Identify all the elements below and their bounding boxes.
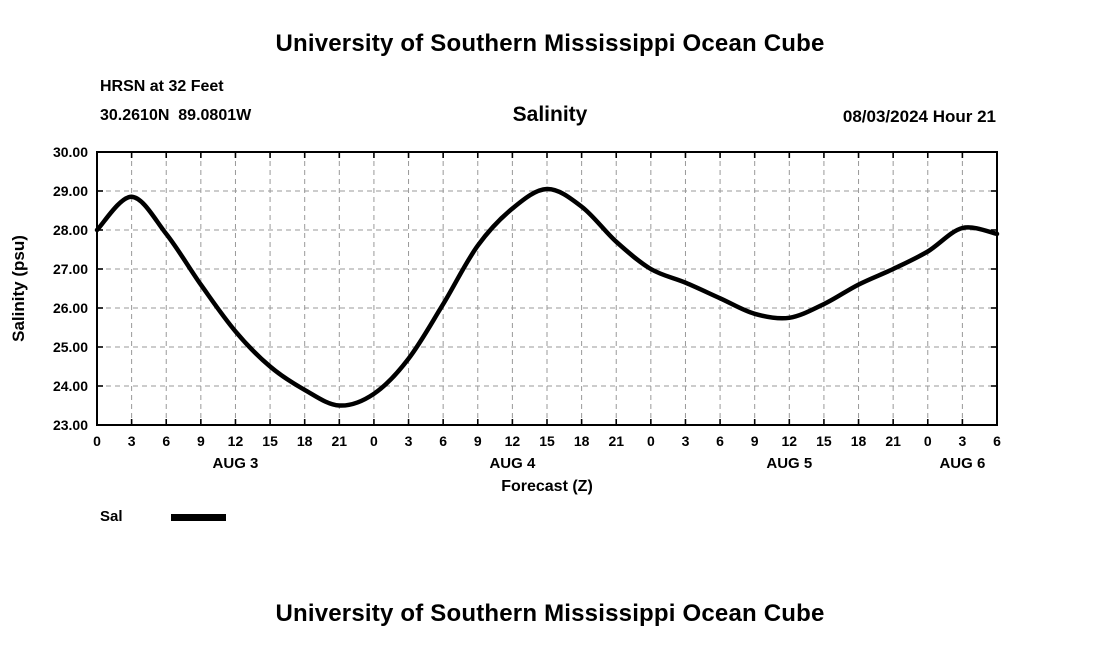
x-tick-label: 6 <box>162 433 170 449</box>
x-tick-label: 6 <box>439 433 447 449</box>
y-tick-label: 27.00 <box>53 261 88 277</box>
y-tick-label: 25.00 <box>53 339 88 355</box>
day-label: AUG 3 <box>213 455 259 472</box>
y-tick-label: 30.00 <box>53 144 88 160</box>
chart-title: Salinity <box>512 103 588 126</box>
day-label: AUG 5 <box>766 455 812 472</box>
legend: Sal <box>100 508 226 528</box>
x-tick-label: 9 <box>197 433 205 449</box>
y-tick-label: 23.00 <box>53 417 88 433</box>
x-axis-title: Forecast (Z) <box>501 478 593 495</box>
x-tick-label: 9 <box>751 433 759 449</box>
station-coordinates: 30.2610N 89.0801W <box>100 107 252 124</box>
x-tick-label: 3 <box>958 433 966 449</box>
x-tick-label: 12 <box>505 433 521 449</box>
x-tick-label: 3 <box>682 433 690 449</box>
bottom-page-title: University of Southern Mississippi Ocean… <box>275 600 825 627</box>
x-tick-label: 12 <box>228 433 244 449</box>
x-tick-label: 3 <box>128 433 136 449</box>
x-tick-label: 18 <box>851 433 867 449</box>
x-tick-label: 6 <box>993 433 1001 449</box>
x-tick-label: 15 <box>539 433 555 449</box>
station-name: HRSN at 32 Feet <box>100 78 224 95</box>
day-label: AUG 6 <box>939 455 985 472</box>
day-label: AUG 4 <box>489 455 536 472</box>
forecast-datetime: 08/03/2024 Hour 21 <box>842 107 996 126</box>
y-tick-label: 28.00 <box>53 222 88 238</box>
x-tick-label: 12 <box>782 433 798 449</box>
x-tick-label: 21 <box>332 433 348 449</box>
salinity-curve <box>94 186 1000 408</box>
page-title: University of Southern Mississippi Ocean… <box>275 30 825 57</box>
x-tick-label: 18 <box>297 433 313 449</box>
y-tick-label: 26.00 <box>53 300 88 316</box>
x-tick-label: 21 <box>608 433 624 449</box>
x-tick-label: 3 <box>405 433 413 449</box>
y-axis-title: Salinity (psu) <box>9 235 28 342</box>
x-tick-label: 21 <box>885 433 901 449</box>
x-tick-label: 0 <box>93 433 101 449</box>
x-tick-label: 6 <box>716 433 724 449</box>
x-tick-label: 9 <box>474 433 482 449</box>
x-tick-label: 0 <box>924 433 932 449</box>
y-tick-label: 29.00 <box>53 183 88 199</box>
x-tick-label: 0 <box>370 433 378 449</box>
x-tick-label: 15 <box>262 433 278 449</box>
x-tick-label: 0 <box>647 433 655 449</box>
x-tick-label: 18 <box>574 433 590 449</box>
legend-line-swatch <box>170 514 226 522</box>
x-tick-label: 15 <box>816 433 832 449</box>
y-tick-label: 24.00 <box>53 378 88 394</box>
legend-label: Sal <box>100 508 123 526</box>
